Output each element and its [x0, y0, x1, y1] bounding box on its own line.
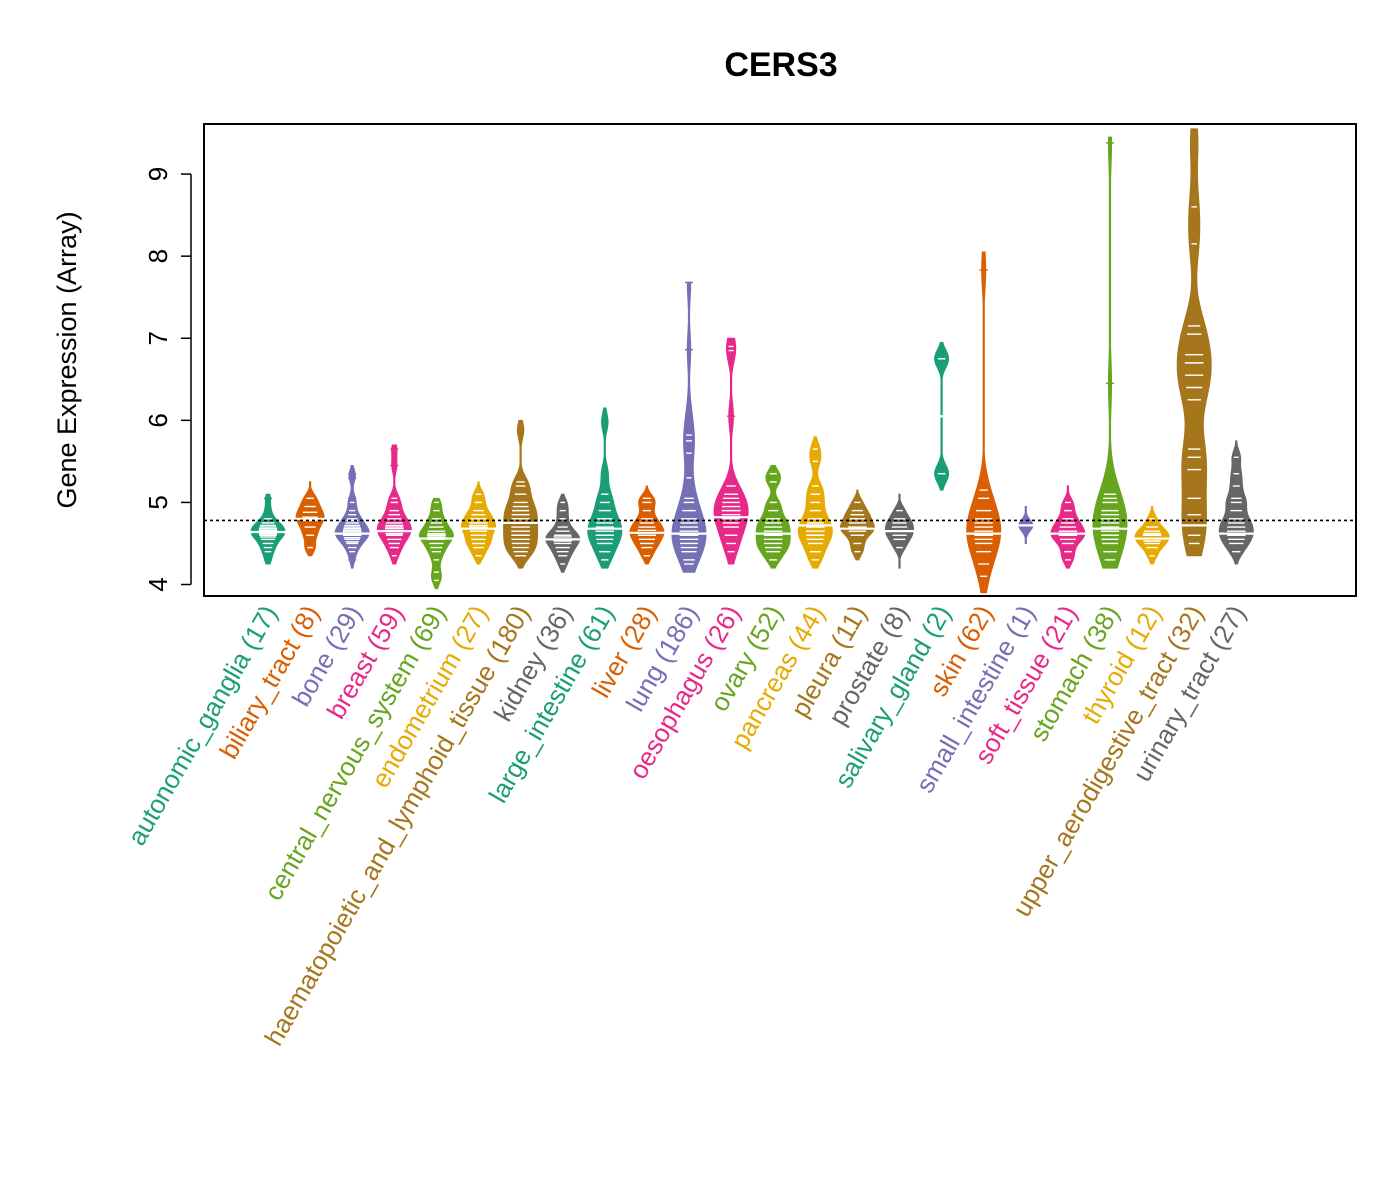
bean — [585, 407, 624, 569]
y-axis-label: Gene Expression (Array) — [52, 211, 82, 508]
bean-density — [713, 337, 749, 565]
bean-density — [755, 464, 791, 569]
chart-title: CERS3 — [724, 46, 837, 84]
y-tick-label: 6 — [143, 413, 173, 427]
bean-density — [1176, 128, 1212, 557]
bean-density — [1092, 136, 1128, 569]
bean — [754, 464, 793, 569]
y-tick-label: 9 — [143, 167, 173, 181]
bean — [501, 419, 540, 569]
bean — [333, 464, 372, 569]
bean — [627, 485, 666, 565]
bean — [1016, 506, 1035, 544]
bean-density — [376, 444, 412, 565]
bean — [838, 489, 877, 561]
bean — [934, 341, 950, 491]
bean — [460, 481, 497, 565]
bean — [1048, 485, 1087, 569]
bean-density — [334, 464, 370, 569]
bean — [712, 337, 750, 565]
beans-layer — [204, 128, 1356, 594]
bean-density — [545, 493, 581, 573]
y-tick-label: 8 — [143, 249, 173, 263]
y-tick-label: 7 — [143, 331, 173, 345]
plot-frame — [203, 123, 1357, 597]
bean — [375, 444, 414, 565]
bean — [1217, 440, 1256, 565]
bean — [1091, 136, 1129, 569]
bean-density — [839, 489, 875, 561]
bean — [1133, 506, 1171, 565]
x-axis-labels: autonomic_ganglia (17)biliary_tract (8)b… — [121, 600, 1251, 1051]
bean — [418, 497, 455, 590]
bean — [964, 251, 1003, 594]
bean — [543, 493, 582, 573]
bean — [797, 436, 834, 569]
bean-density — [966, 251, 1002, 594]
y-axis: 4 5 6 7 8 9 — [143, 167, 192, 592]
bean — [669, 281, 709, 573]
bean — [294, 481, 326, 557]
y-tick-label: 5 — [143, 495, 173, 509]
bean — [249, 493, 287, 565]
bean-density — [629, 485, 665, 565]
y-tick-label: 4 — [143, 577, 173, 591]
bean — [883, 493, 916, 569]
bean-density — [671, 281, 707, 573]
bean — [1176, 128, 1212, 557]
